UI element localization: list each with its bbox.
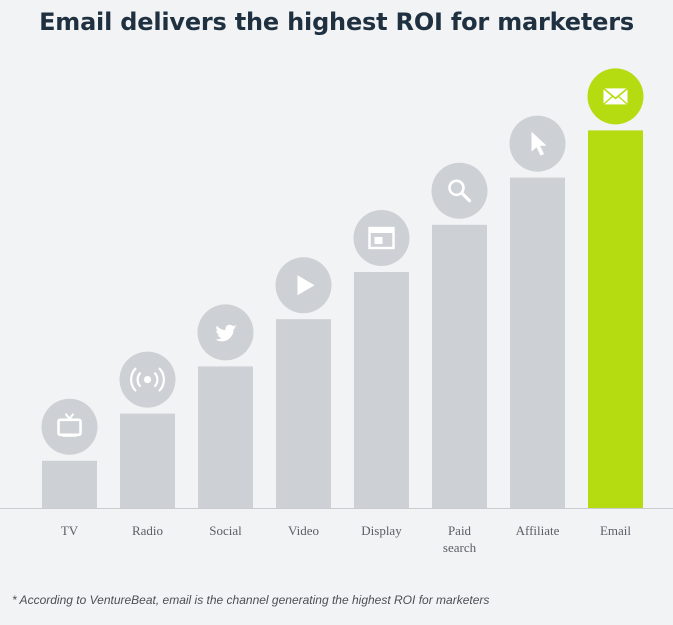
category-label-paid-search: Paid search [443,523,477,555]
twitter-icon [215,324,238,342]
bar-video [276,319,331,508]
category-label-email: Email [600,523,631,538]
icon-group-social [197,304,254,361]
category-label-tv: TV [61,523,79,538]
category-label-line: Social [209,523,242,538]
bar-radio [120,413,175,508]
category-label-line: Video [288,523,319,538]
category-label-line: Email [600,523,631,538]
icon-circle-paid-search [431,162,488,219]
icon-group-radio [119,351,176,408]
category-label-display: Display [361,523,402,538]
bar-tv [42,460,97,508]
play-icon [297,275,315,296]
category-label-line: Display [361,523,402,538]
icon-group-paid-search [431,162,488,219]
category-label-line: Affiliate [516,523,560,538]
display-icon [368,226,395,250]
icon-group-video [275,257,332,314]
cursor-icon [531,131,547,156]
category-label-line: TV [61,523,79,538]
category-label-affiliate: Affiliate [516,523,560,538]
envelope-icon [602,87,629,105]
category-label-social: Social [209,523,242,538]
bar-display [354,272,409,508]
bar-paid-search [432,224,487,509]
icon-group-affiliate [509,115,566,172]
category-label-line: Paid [448,523,472,538]
bar-email [588,130,643,508]
footnote: * According to VentureBeat, email is the… [12,593,490,607]
icon-group-display [353,210,410,266]
icon-group-tv [41,398,98,455]
search-icon [448,179,472,203]
icon-group-email [587,68,644,125]
bar-affiliate [510,177,565,508]
category-label-radio: Radio [132,523,163,538]
tv-icon [57,413,82,437]
bar-social [198,366,253,508]
radio-icon [130,367,165,392]
icon-circle-tv [41,398,98,455]
chart-title: Email delivers the highest ROI for marke… [39,8,634,36]
category-label-video: Video [288,523,319,538]
category-label-line: search [443,540,477,555]
category-label-line: Radio [132,523,163,538]
